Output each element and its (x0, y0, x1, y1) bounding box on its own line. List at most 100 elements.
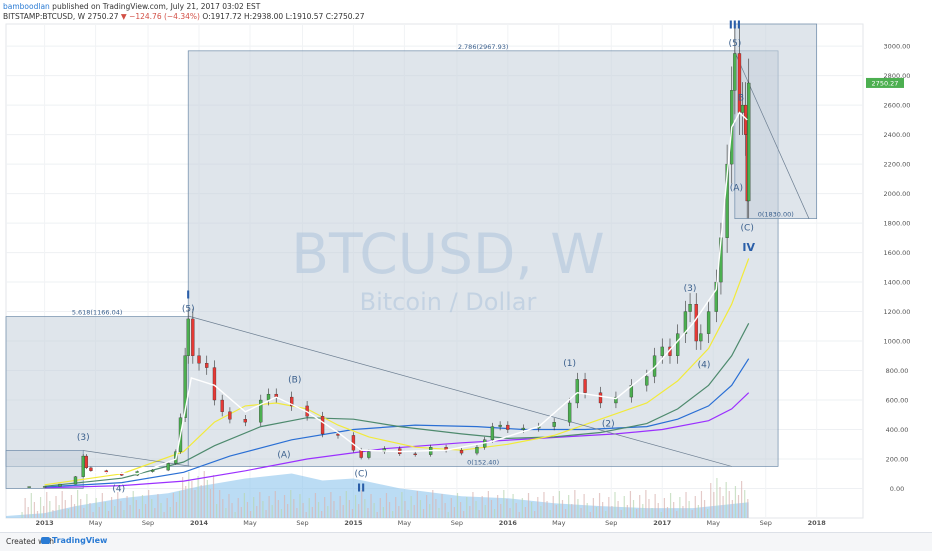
volume-bar (385, 493, 388, 518)
candle-body (688, 304, 692, 312)
volume-bar (86, 494, 88, 518)
tradingview-brand[interactable]: TradingView (52, 536, 108, 545)
volume-bar (518, 512, 520, 518)
volume-bar (277, 500, 279, 518)
volume-bar (256, 506, 258, 518)
candle-body (359, 450, 363, 458)
volume-bar (475, 501, 477, 518)
candle-body (498, 424, 502, 427)
volume-bar (117, 492, 119, 518)
candle-body (151, 469, 155, 472)
volume-bar (509, 508, 511, 518)
volume-bar (228, 494, 230, 518)
volume-bar (388, 502, 391, 518)
volume-bar (317, 502, 320, 518)
volume-bar (447, 512, 449, 518)
volume-bar (373, 503, 375, 518)
volume-bar (61, 491, 63, 518)
trend-line (83, 450, 192, 467)
volume-bar (80, 499, 82, 518)
volume-bar (43, 506, 45, 518)
volume-bar (327, 506, 329, 518)
volume-bar (157, 494, 159, 518)
publisher-link[interactable]: bamboodlan (3, 2, 50, 11)
candle-body (676, 333, 680, 356)
candle-body (89, 467, 93, 471)
wave-label: (5) (728, 39, 741, 49)
wave-label: (2) (602, 420, 615, 430)
candle-body (336, 433, 340, 436)
volume-bar (348, 500, 350, 518)
y-tick-label: 2400.00 (884, 131, 911, 139)
volume-bar (651, 508, 653, 518)
volume-bar (314, 493, 317, 518)
volume-bar (697, 505, 699, 518)
candle-body (552, 421, 556, 427)
volume-bar (354, 495, 357, 518)
volume-bar (321, 511, 323, 518)
candle-body (521, 427, 525, 430)
volume-bar (676, 511, 678, 518)
volume-bar (426, 495, 428, 518)
volume-bar (101, 493, 103, 518)
volume-bar (490, 500, 493, 518)
volume-bar (299, 494, 301, 518)
volume-bar (358, 504, 360, 518)
volume-bar (478, 510, 480, 518)
volume-bar (206, 480, 208, 518)
volume-bar (626, 505, 628, 518)
x-tick-label: Sep (142, 519, 154, 527)
volume-bar (611, 506, 613, 518)
candle-body (197, 355, 201, 364)
volume-bar (212, 475, 215, 518)
volume-bar (111, 497, 113, 518)
created-with-label: Created with (6, 537, 54, 546)
volume-bar (592, 498, 594, 518)
volume-bar (710, 483, 712, 518)
candle-body (166, 463, 170, 471)
volume-bar (135, 500, 137, 518)
volume-bar (376, 512, 378, 518)
x-tick-label: May (89, 519, 103, 527)
x-tick-label: 2013 (36, 519, 54, 527)
wave-label: (4) (112, 484, 125, 494)
volume-bar (741, 481, 743, 518)
publish-info: published on TradingView.com, July 21, 2… (49, 2, 261, 11)
wave-label: B (738, 94, 744, 104)
volume-bar (515, 503, 517, 518)
volume-bar (636, 509, 638, 518)
volume-bar (70, 495, 73, 518)
volume-bar (280, 509, 283, 518)
volume-bar (484, 505, 486, 518)
volume-bar (308, 498, 310, 518)
candle-body (706, 311, 711, 334)
y-tick-label: 1400.00 (884, 279, 911, 287)
volume-bar (632, 500, 635, 518)
wave-label: I (186, 288, 190, 301)
volume-bar (605, 511, 607, 518)
volume-bar (413, 505, 415, 518)
volume-bar (521, 498, 523, 518)
volume-bar (466, 497, 468, 518)
volume-bar (392, 511, 394, 518)
volume-bar (274, 491, 276, 518)
candle-body (290, 396, 294, 407)
volume-bar (623, 496, 625, 518)
wave-label: (A) (277, 451, 290, 461)
volume-bar (524, 507, 527, 518)
trend-line (188, 315, 732, 467)
volume-bar (342, 505, 344, 518)
volume-bar (265, 510, 267, 518)
wave-label: (3) (77, 433, 90, 443)
wave-label: (C) (354, 470, 367, 480)
candle-body (683, 311, 688, 334)
volume-bar (648, 499, 650, 518)
x-tick-label: 2015 (344, 519, 363, 527)
volume-bar (682, 506, 684, 518)
volume-bar (401, 492, 403, 518)
volume-bar (191, 481, 193, 518)
x-tick-label: 2016 (499, 519, 518, 527)
candle-body (475, 447, 479, 454)
volume-bar (259, 492, 261, 518)
